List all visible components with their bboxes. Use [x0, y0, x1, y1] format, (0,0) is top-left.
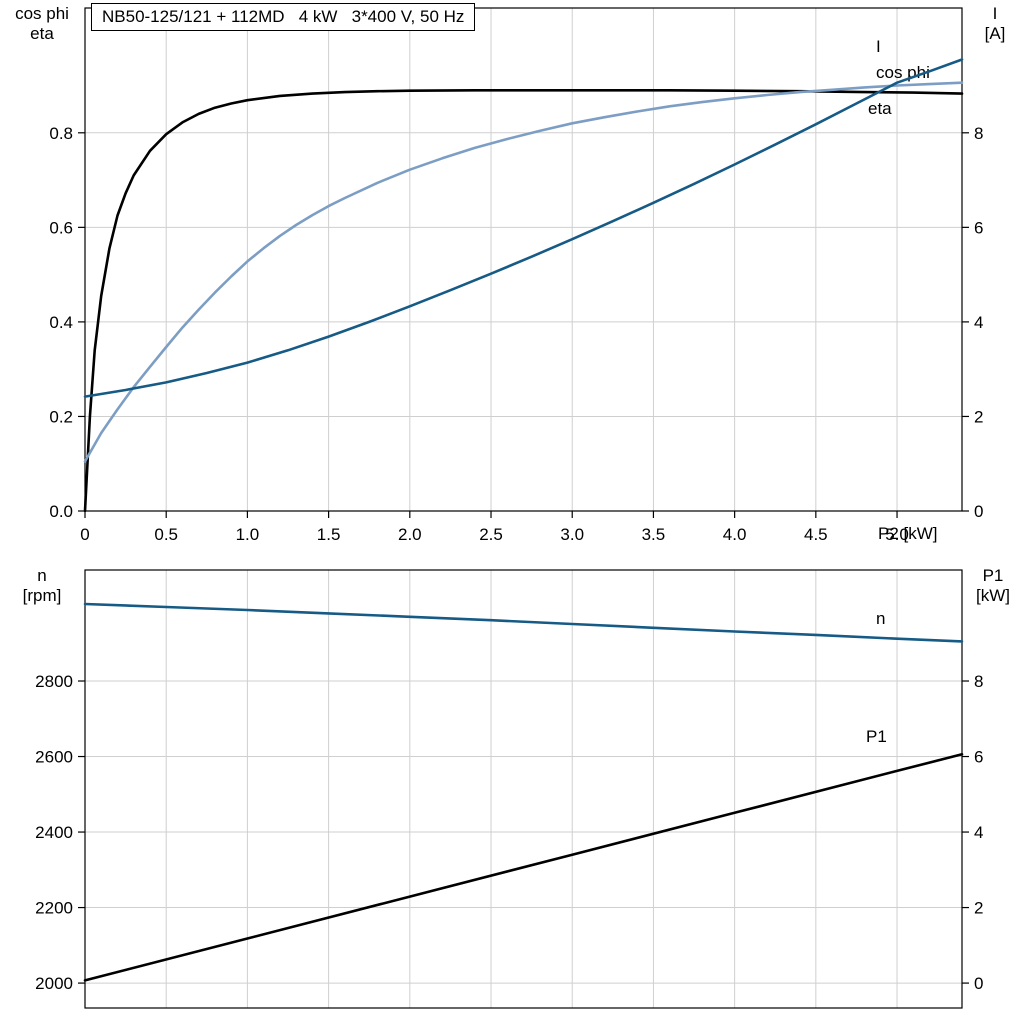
chart-title: NB50-125/121 + 112MD 4 kW 3*400 V, 50 Hz [91, 3, 476, 31]
p1-axis-title-line1: P1 [982, 566, 1004, 585]
x-tick-label: 1.5 [317, 525, 341, 544]
left-tick-label: 2800 [35, 672, 73, 691]
x-axis-label: P2 [kW] [878, 524, 938, 543]
series-label-eta: eta [868, 99, 892, 118]
left-tick-label: 2200 [35, 899, 73, 918]
bottom-right-axis-title: P1 [kW] [964, 566, 1022, 606]
x-tick-label: 4.5 [804, 525, 828, 544]
n-axis-title-line1: n [37, 566, 47, 585]
left-axis-title-line1: cos phi [15, 4, 69, 23]
right-axis-title-line1: I [992, 4, 998, 23]
left-tick-label: 0.8 [49, 124, 73, 143]
left-axis-title-line2: eta [30, 24, 54, 43]
left-tick-label: 2000 [35, 974, 73, 993]
curve-eta [83, 89, 964, 513]
left-tick-label: 0.2 [49, 407, 73, 426]
right-tick-label: 4 [974, 313, 983, 332]
left-tick-label: 0.0 [49, 502, 73, 521]
right-axis-title-line2: [A] [984, 24, 1006, 43]
series-label-P1: P1 [866, 727, 887, 746]
left-tick-label: 2400 [35, 823, 73, 842]
curve-cos-phi [83, 81, 964, 463]
right-tick-label: 4 [974, 823, 983, 842]
curve-P1 [83, 752, 964, 982]
plot-frame [84, 7, 963, 512]
series-label-I: I [876, 37, 881, 56]
right-tick-label: 2 [974, 407, 983, 426]
p1-axis-title-line2: [kW] [976, 586, 1010, 605]
right-tick-label: 6 [974, 748, 983, 767]
x-tick-label: 2.5 [479, 525, 503, 544]
left-tick-label: 0.4 [49, 313, 73, 332]
left-tick-label: 2600 [35, 748, 73, 767]
x-tick-label: 2.0 [398, 525, 422, 544]
x-tick-label: 0.5 [154, 525, 178, 544]
x-tick-label: 3.0 [560, 525, 584, 544]
right-tick-label: 0 [974, 974, 983, 993]
plot-frame [84, 569, 963, 1009]
x-tick-label: 0 [80, 525, 89, 544]
x-tick-label: 1.0 [236, 525, 260, 544]
x-tick-label: 3.5 [642, 525, 666, 544]
series-label-n: n [876, 609, 885, 628]
left-tick-label: 0.6 [49, 218, 73, 237]
right-tick-label: 2 [974, 899, 983, 918]
curve-n [83, 602, 964, 643]
top-left-axis-title: cos phi eta [0, 4, 84, 44]
curve-I [83, 58, 964, 398]
top-right-axis-title: I [A] [968, 4, 1022, 44]
right-tick-label: 6 [974, 218, 983, 237]
x-tick-label: 5.0 [885, 525, 909, 544]
bottom-left-axis-title: n [rpm] [0, 566, 84, 606]
x-tick-label: 4.0 [723, 525, 747, 544]
right-tick-label: 8 [974, 124, 983, 143]
right-tick-label: 0 [974, 502, 983, 521]
right-tick-label: 8 [974, 672, 983, 691]
series-label-cos-phi: cos phi [876, 63, 930, 82]
n-axis-title-line2: [rpm] [22, 586, 62, 605]
